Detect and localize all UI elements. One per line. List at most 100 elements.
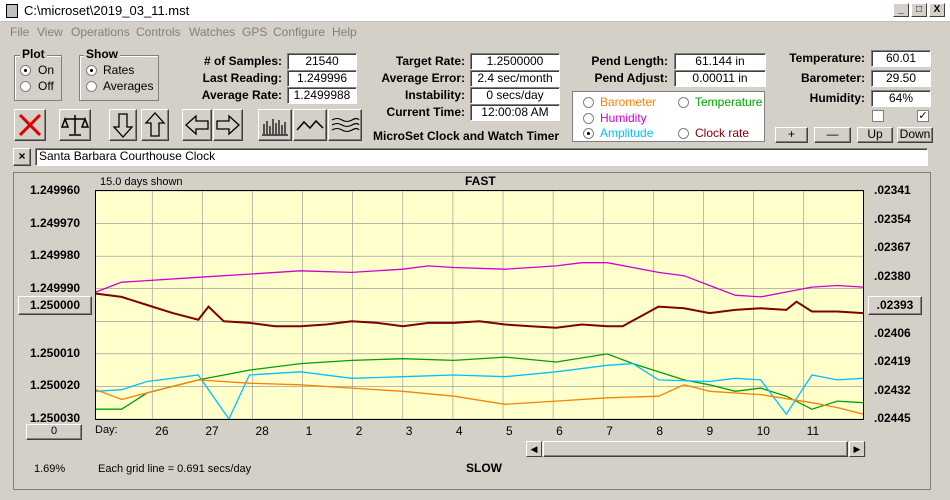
plot-group-title: Plot	[20, 47, 47, 61]
series-barometer-radio[interactable]	[583, 97, 594, 108]
stop-button[interactable]	[14, 109, 46, 141]
shift-down-button[interactable]	[109, 109, 137, 141]
clock-name-field[interactable]: Santa Barbara Courthouse Clock	[35, 148, 928, 166]
y-right-tick-label: .02380	[874, 268, 911, 283]
show-averages-label: Averages	[103, 79, 154, 93]
menu-controls[interactable]: Controls	[136, 25, 181, 39]
menu-file[interactable]: File	[10, 25, 30, 39]
chart-panel	[13, 172, 931, 490]
series-select-box	[572, 91, 765, 142]
shift-left-button[interactable]	[182, 109, 212, 141]
offset-button[interactable]: 0	[26, 424, 82, 440]
pend-adjust-field: 0.00011 in	[674, 70, 766, 87]
series-amplitude-label: Amplitude	[600, 126, 654, 140]
x-tick-label: 8	[656, 424, 664, 438]
y-right-tick-label: .02445	[874, 411, 911, 425]
show-rates-radio[interactable]	[86, 65, 97, 76]
balance-button[interactable]	[59, 109, 91, 141]
arrow-up-icon	[144, 112, 166, 137]
scroll-right-arrow[interactable]: ▶	[849, 441, 865, 457]
y-left-tick-label: 1.249970	[30, 215, 81, 230]
arrow-down-icon	[112, 113, 134, 138]
target-rate-label: Target Rate:	[395, 54, 465, 68]
y-left-tick-label: 1.250010	[30, 345, 81, 360]
series-temperature-radio[interactable]	[678, 97, 689, 108]
arrow-right-icon	[216, 114, 240, 136]
y-right-tick-label: .02367	[874, 240, 911, 254]
y-right-tick-label: .02341	[874, 183, 911, 197]
series-humidity-label: Humidity	[600, 111, 647, 125]
menu-bar: File View Operations Controls Watches GP…	[0, 23, 950, 41]
target-rate-field[interactable]: 1.2500000	[470, 53, 560, 70]
series-amplitude-radio[interactable]	[583, 128, 594, 139]
avg-error-field: 2.4 sec/month	[470, 70, 560, 87]
show-group	[79, 55, 159, 101]
show-averages-radio[interactable]	[86, 81, 97, 92]
y-left-tick-label: 1.249960	[30, 183, 81, 197]
zoom-in-button[interactable]: +	[775, 127, 808, 143]
line-view-button[interactable]	[293, 109, 327, 141]
barometer-label: Barometer:	[800, 71, 865, 85]
series-clock-rate-label: Clock rate	[695, 126, 750, 140]
bars-icon	[262, 119, 288, 136]
clear-clock-name-button[interactable]: ×	[13, 148, 31, 166]
maximize-button[interactable]: □	[911, 3, 927, 17]
menu-configure[interactable]: Configure	[273, 25, 326, 39]
temperature-label: Temperature:	[789, 51, 865, 65]
balance-icon	[60, 115, 90, 136]
app-title-label: MicroSet Clock and Watch Timer	[373, 129, 560, 143]
x-tick-label: 3	[405, 424, 413, 438]
arrow-left-icon	[185, 114, 209, 136]
shift-up-button[interactable]	[141, 109, 169, 141]
series-humidity-radio[interactable]	[583, 113, 594, 124]
y-left-tick-label: 1.249990	[30, 280, 81, 295]
y-right-tick-label: .02406	[874, 325, 911, 340]
close-button[interactable]: X	[929, 3, 945, 17]
samples-field: 21540	[287, 53, 357, 70]
series-clock-rate-radio[interactable]	[678, 128, 689, 139]
grid-note-label: Each grid line = 0.691 secs/day	[98, 463, 252, 475]
multi-line-view-button[interactable]	[328, 109, 362, 141]
y-left-tick-label: 1.250030	[30, 411, 81, 425]
menu-gps[interactable]: GPS	[242, 25, 268, 39]
clock-rate-line	[96, 292, 863, 329]
scroll-down-button[interactable]: Down	[897, 127, 933, 143]
pend-length-field[interactable]: 61.144 in	[674, 53, 766, 70]
barometer-line	[96, 379, 863, 415]
option-checkbox-1[interactable]	[872, 110, 884, 122]
x-tick-label: 7	[606, 424, 613, 438]
option-checkbox-2[interactable]: ✓	[917, 110, 929, 122]
zoom-out-button[interactable]: —	[814, 127, 851, 143]
y-right-tick-label: .02419	[874, 354, 911, 368]
shift-right-button[interactable]	[213, 109, 243, 141]
minimize-button[interactable]: _	[893, 3, 909, 17]
menu-help[interactable]: Help	[332, 25, 357, 39]
current-time-label: Current Time:	[386, 105, 465, 119]
scrollbar-thumb[interactable]	[543, 441, 848, 457]
window-title: C:\microset\2019_03_11.mst	[24, 3, 190, 18]
humidity-field: 64%	[871, 90, 931, 107]
y-left-tick-label: 1.249980	[30, 248, 81, 263]
bars-view-button[interactable]	[258, 109, 292, 141]
x-tick-label: 27	[205, 424, 219, 438]
center-left-button[interactable]: 1.250000	[18, 296, 92, 315]
chart-plot	[96, 191, 863, 419]
scroll-left-arrow[interactable]: ◀	[526, 441, 542, 457]
plot-off-radio[interactable]	[20, 81, 31, 92]
days-shown-label: 15.0 days shown	[100, 176, 183, 188]
instability-label: Instability:	[404, 88, 465, 102]
menu-operations[interactable]: Operations	[71, 25, 130, 39]
pend-adjust-label: Pend Adjust:	[594, 71, 668, 85]
average-rate-field: 1.2499988	[287, 87, 357, 104]
samples-label: # of Samples:	[203, 54, 282, 68]
pend-length-label: Pend Length:	[591, 54, 668, 68]
app-icon	[6, 4, 18, 18]
scroll-up-button[interactable]: Up	[857, 127, 893, 143]
x-tick-label: 2	[355, 424, 363, 438]
current-time-field: 12:00:08 AM	[470, 104, 560, 121]
menu-watches[interactable]: Watches	[189, 25, 236, 39]
y-right-tick-label: .02432	[874, 382, 911, 397]
menu-view[interactable]: View	[37, 25, 63, 39]
center-right-button[interactable]: .02393	[868, 296, 922, 315]
plot-on-radio[interactable]	[20, 65, 31, 76]
